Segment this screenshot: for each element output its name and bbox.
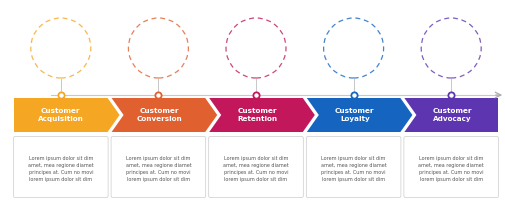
FancyBboxPatch shape <box>14 136 108 198</box>
Text: Customer
Advocacy: Customer Advocacy <box>433 108 472 122</box>
Polygon shape <box>307 98 413 132</box>
Text: Customer
Conversion: Customer Conversion <box>137 108 182 122</box>
FancyBboxPatch shape <box>307 136 401 198</box>
Polygon shape <box>209 98 315 132</box>
Text: Lorem ipsum dolor sit dim
amet, mea regione diamet
principes at. Cum no movi
lor: Lorem ipsum dolor sit dim amet, mea regi… <box>126 156 191 182</box>
Text: Lorem ipsum dolor sit dim
amet, mea regione diamet
principes at. Cum no movi
lor: Lorem ipsum dolor sit dim amet, mea regi… <box>418 156 484 182</box>
Text: Lorem ipsum dolor sit dim
amet, mea regione diamet
principes at. Cum no movi
lor: Lorem ipsum dolor sit dim amet, mea regi… <box>223 156 289 182</box>
Text: Customer
Loyalty: Customer Loyalty <box>335 108 375 122</box>
Text: Customer
Acquisition: Customer Acquisition <box>38 108 84 122</box>
Text: Lorem ipsum dolor sit dim
amet, mea regione diamet
principes at. Cum no movi
lor: Lorem ipsum dolor sit dim amet, mea regi… <box>321 156 386 182</box>
FancyBboxPatch shape <box>111 136 206 198</box>
FancyBboxPatch shape <box>209 136 304 198</box>
Text: Customer
Retention: Customer Retention <box>237 108 277 122</box>
Polygon shape <box>405 98 498 132</box>
Polygon shape <box>14 98 120 132</box>
Polygon shape <box>112 98 217 132</box>
Text: Lorem ipsum dolor sit dim
amet, mea regione diamet
principes at. Cum no movi
lor: Lorem ipsum dolor sit dim amet, mea regi… <box>28 156 93 182</box>
FancyBboxPatch shape <box>404 136 498 198</box>
